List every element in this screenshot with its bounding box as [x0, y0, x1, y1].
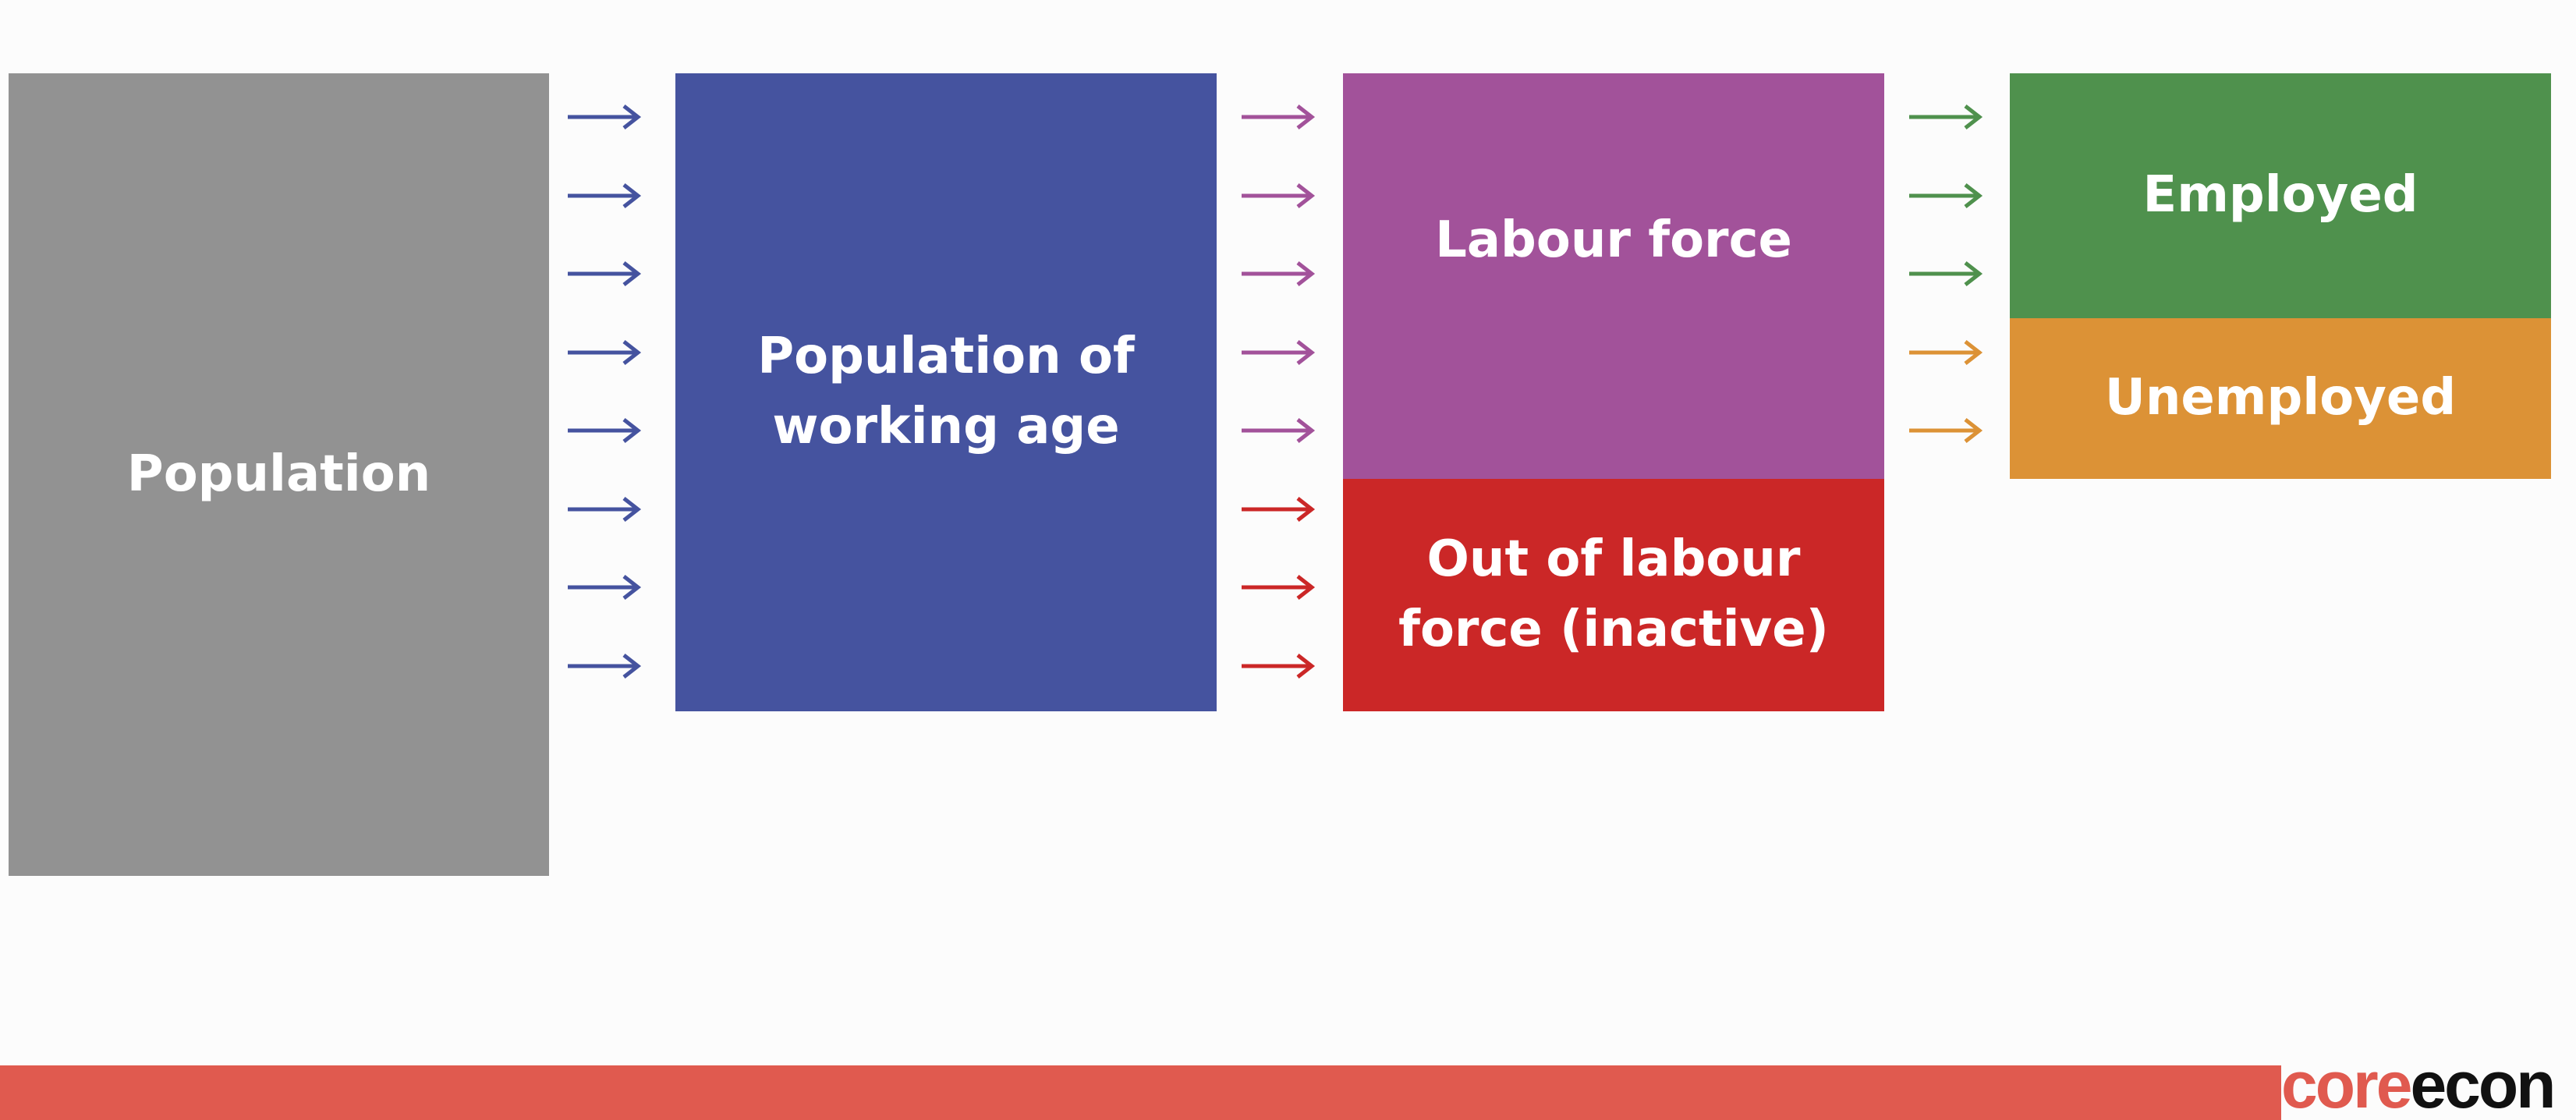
arrow-icon	[1242, 418, 1316, 443]
arrow-icon	[568, 496, 642, 522]
arrow-icon	[568, 183, 642, 208]
arrow-icon	[1242, 183, 1316, 208]
population-box: Population	[9, 73, 549, 876]
population-label: Population	[126, 445, 431, 503]
arrow-icon	[568, 418, 642, 443]
arrow-icon	[1242, 575, 1316, 600]
arrow-icon	[1909, 418, 1983, 443]
arrow-icon	[568, 339, 642, 365]
unemployed-box: Unemployed	[2010, 318, 2551, 479]
employed-box: Employed	[2010, 73, 2551, 318]
arrow-icon	[1242, 653, 1316, 679]
employed-label: Employed	[2142, 166, 2418, 225]
labour-force-box: Labour force	[1343, 73, 1884, 479]
arrow-icon	[568, 261, 642, 286]
arrow-icon	[568, 575, 642, 600]
arrow-icon	[1909, 105, 1983, 129]
arrow-icon	[1242, 261, 1316, 286]
arrow-icon	[1242, 105, 1316, 129]
arrow-icon	[1909, 261, 1983, 286]
arrow-icon	[1909, 183, 1983, 208]
arrow-icon	[1242, 496, 1316, 522]
arrow-icon	[568, 105, 642, 129]
footer-bar	[0, 1065, 2281, 1120]
inactive-box: Out of labour force (inactive)	[1343, 479, 1884, 711]
unemployed-label: Unemployed	[2104, 369, 2457, 427]
logo-econ-text: econ	[2410, 1050, 2556, 1120]
arrow-icon	[1909, 339, 1983, 365]
working-age-box: Population of working age	[675, 73, 1217, 711]
logo-core-text: core	[2281, 1050, 2412, 1120]
arrow-icon	[568, 653, 642, 679]
arrow-icon	[1242, 339, 1316, 365]
working-age-label: Population of working age	[757, 328, 1135, 455]
coreecon-logo: coreecon	[2281, 1050, 2576, 1120]
labour-force-label: Labour force	[1435, 211, 1792, 269]
inactive-label: Out of labour force (inactive)	[1398, 530, 1829, 658]
